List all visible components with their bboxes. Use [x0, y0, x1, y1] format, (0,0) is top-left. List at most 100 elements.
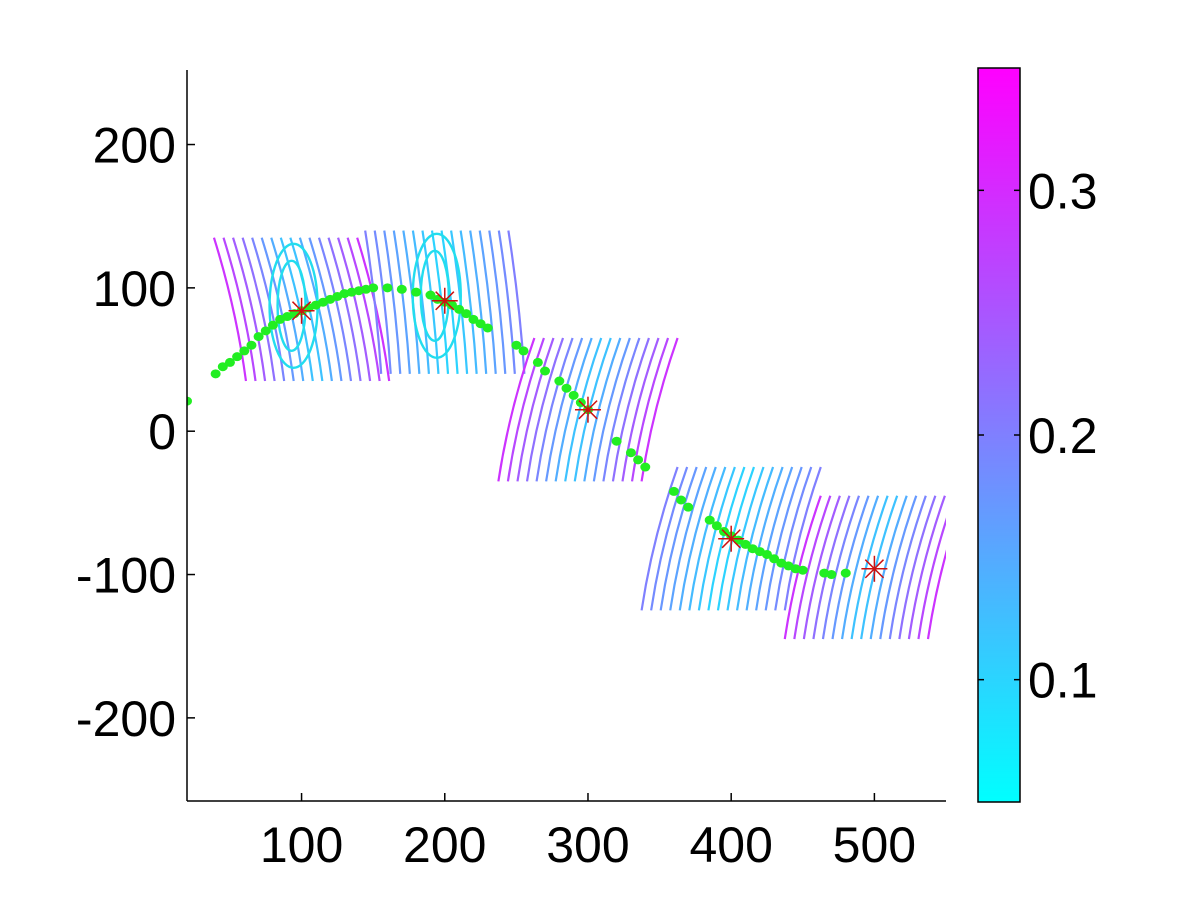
contour-line [308, 237, 343, 382]
curve-point [187, 396, 192, 406]
contour-line [774, 466, 813, 611]
curve-point [232, 352, 243, 362]
curve-point [267, 320, 278, 330]
curve-point [704, 515, 715, 525]
contour-line [888, 495, 927, 640]
contour-line [373, 230, 392, 374]
contour-region [212, 237, 391, 382]
contour-line [697, 466, 736, 611]
curve-point [239, 346, 250, 356]
contour-line [346, 237, 381, 382]
contour-line [879, 495, 918, 640]
contour-line [525, 337, 565, 482]
curve-point [611, 436, 622, 446]
contour-line [907, 495, 946, 640]
curve-point [396, 284, 407, 294]
curve-point [246, 340, 257, 350]
y-tick-label: 200 [93, 118, 176, 174]
curve-point [797, 565, 808, 575]
curve-point [840, 568, 851, 578]
curve-point [676, 495, 687, 505]
y-axis-ticks: -200 -100 0 100 200 [76, 118, 195, 747]
curve-point [540, 366, 551, 376]
colorbar-tick-label: 0.1 [1028, 653, 1098, 709]
contour-line [592, 337, 631, 482]
contour-line [251, 237, 286, 382]
colorbar-ticks: 0.1 0.2 0.3 [978, 163, 1098, 709]
contour-line [459, 230, 478, 374]
curve-point [425, 290, 436, 300]
contour-line [869, 495, 908, 640]
contour-line [478, 230, 497, 374]
star-markers [288, 287, 888, 582]
star-marker [288, 297, 315, 324]
curve-point [382, 283, 393, 293]
x-tick-label: 300 [546, 817, 629, 873]
star-marker [431, 287, 458, 314]
x-tick-label: 400 [689, 817, 772, 873]
curve-point [217, 362, 228, 372]
contour-line [898, 495, 937, 640]
contour-line [850, 495, 889, 640]
star-marker [718, 525, 745, 552]
contour-line [506, 337, 545, 482]
contour-line [821, 495, 861, 640]
contour-line [411, 230, 431, 374]
plot-axes [186, 70, 946, 802]
curve-point [826, 570, 837, 580]
contour-line [755, 466, 794, 611]
curve-point [511, 340, 522, 350]
x-axis-ticks: 100 200 300 400 500 [260, 793, 916, 873]
contour-line [650, 466, 689, 611]
contour-line [232, 237, 267, 382]
y-tick-label: 100 [93, 261, 176, 317]
curve-point [625, 448, 636, 458]
contour-line [298, 237, 333, 382]
curve-point [561, 383, 572, 393]
contour-line [602, 337, 641, 482]
star-marker [574, 396, 601, 423]
curve-point [253, 332, 264, 342]
contour-region [640, 466, 822, 611]
contour-line [535, 337, 574, 482]
colorbar-gradient [977, 67, 1021, 803]
contour-line [260, 237, 295, 382]
star-marker [861, 555, 888, 582]
contour-ellipse [411, 232, 462, 359]
contour-line [621, 337, 660, 482]
contour-line [678, 466, 717, 611]
contour-line [688, 466, 727, 611]
contour-line [764, 466, 803, 611]
contour-line [507, 230, 526, 374]
y-tick-label: -200 [76, 691, 176, 747]
contour-line [241, 237, 276, 382]
contour-line [926, 549, 946, 640]
contour-line [659, 466, 698, 611]
curve-point [761, 549, 772, 559]
contour-line [669, 466, 708, 611]
curve-point [769, 554, 780, 564]
curve-point [461, 309, 472, 319]
contour-line [735, 466, 775, 611]
contour-line [640, 466, 679, 611]
contour-line [392, 230, 411, 374]
contour-line [212, 237, 248, 382]
colorbar: 0.1 0.2 0.3 [977, 67, 1098, 803]
contour-line [554, 337, 593, 482]
curve-point [640, 462, 651, 472]
curve-point [711, 521, 722, 531]
curve-point [668, 486, 679, 496]
curve-point [468, 314, 479, 324]
contour-line [831, 495, 870, 640]
contour-region [783, 495, 946, 640]
curve-point [482, 323, 493, 333]
curve-point [224, 357, 235, 367]
curve-point [568, 390, 579, 400]
curve-point [446, 300, 457, 310]
x-tick-label: 200 [403, 817, 486, 873]
x-tick-label: 500 [833, 817, 916, 873]
contour-line [364, 230, 383, 374]
contour-line [745, 466, 784, 611]
contour-lines [212, 230, 946, 640]
